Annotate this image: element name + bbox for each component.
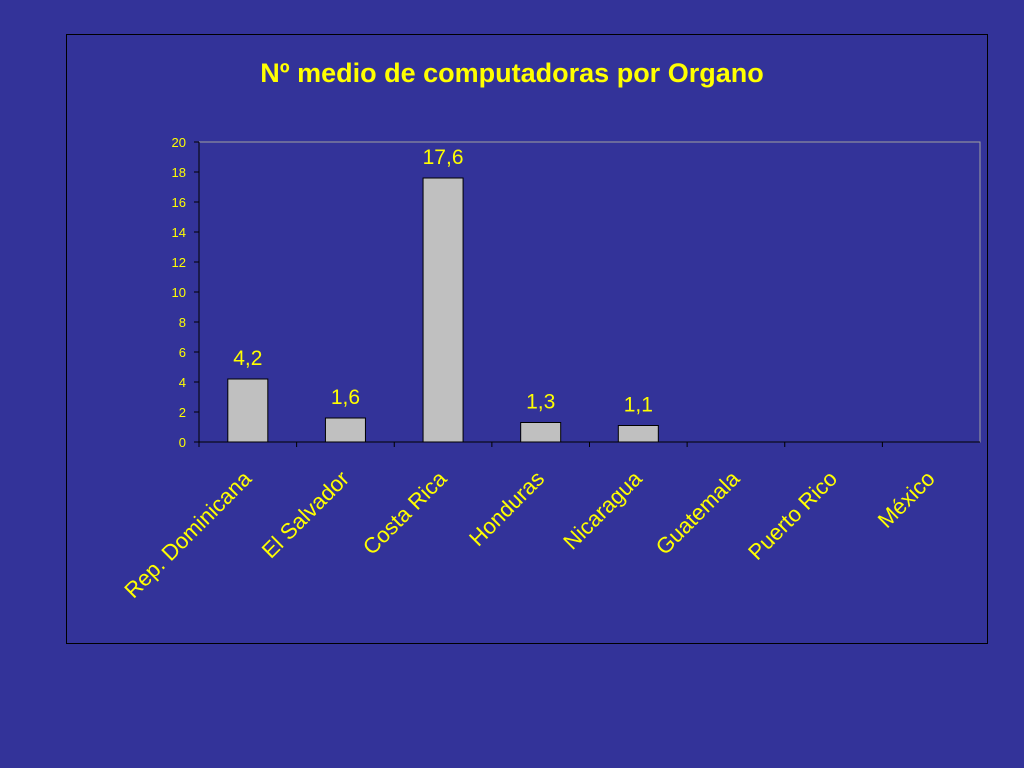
y-tick-label: 8 bbox=[179, 315, 186, 330]
y-tick-label: 20 bbox=[172, 135, 186, 150]
data-label: 4,2 bbox=[233, 347, 262, 370]
bar bbox=[324, 417, 366, 443]
y-tick-label: 18 bbox=[172, 165, 186, 180]
y-tick-label: 16 bbox=[172, 195, 186, 210]
x-category-label: Costa Rica bbox=[358, 465, 452, 559]
data-label: 1,3 bbox=[526, 391, 555, 414]
bar bbox=[617, 425, 659, 443]
data-label: 1,1 bbox=[624, 394, 653, 417]
y-tick-label: 2 bbox=[179, 405, 186, 420]
bar bbox=[227, 378, 269, 443]
y-tick-label: 10 bbox=[172, 285, 186, 300]
chart-title: Nº medio de computadoras por Organo bbox=[260, 58, 764, 88]
bar bbox=[422, 177, 464, 443]
y-tick-label: 12 bbox=[172, 255, 186, 270]
x-category-label: México bbox=[873, 466, 940, 533]
chart-frame bbox=[66, 34, 988, 644]
y-tick-label: 6 bbox=[179, 345, 186, 360]
x-category-label: El Salvador bbox=[257, 466, 354, 563]
y-tick-label: 0 bbox=[179, 435, 186, 450]
x-category-label: Guatemala bbox=[651, 465, 745, 559]
y-tick-label: 4 bbox=[179, 375, 186, 390]
data-label: 17,6 bbox=[423, 146, 464, 169]
data-label: 1,6 bbox=[331, 386, 360, 409]
plot-area bbox=[198, 141, 981, 443]
x-category-label: Rep. Dominicana bbox=[119, 465, 257, 603]
x-category-label: Honduras bbox=[464, 466, 549, 551]
x-category-label: Nicaragua bbox=[558, 465, 647, 554]
x-category-label: Puerto Rico bbox=[743, 466, 842, 565]
bar bbox=[520, 422, 562, 443]
y-tick-label: 14 bbox=[172, 225, 186, 240]
